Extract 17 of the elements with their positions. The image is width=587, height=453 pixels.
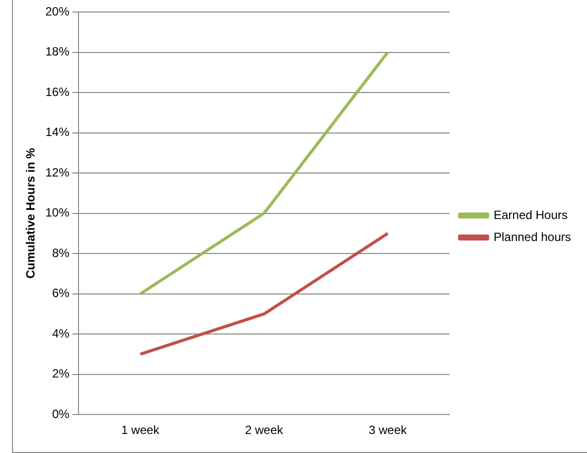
y-tick-label: 0% — [52, 406, 70, 421]
y-tick-label: 12% — [45, 165, 70, 180]
legend-label: Earned Hours — [494, 208, 568, 222]
y-axis-title: Cumulative Hours in % — [24, 148, 38, 279]
y-tick-label: 6% — [52, 286, 70, 300]
y-tick-label: 2% — [52, 366, 70, 381]
legend-label: Planned hours — [494, 230, 571, 244]
y-tick-label: 4% — [52, 326, 70, 340]
y-tick-label: 16% — [45, 84, 70, 99]
y-tick-label: 18% — [45, 44, 70, 59]
y-tick-label: 8% — [52, 246, 70, 260]
x-tick-label: 2 week — [245, 423, 284, 438]
x-tick-label: 1 week — [121, 423, 160, 438]
y-tick-label: 10% — [45, 206, 70, 220]
x-tick-label: 3 week — [368, 423, 408, 438]
y-tick-label: 20% — [45, 4, 70, 18]
y-tick-label: 14% — [45, 125, 70, 140]
